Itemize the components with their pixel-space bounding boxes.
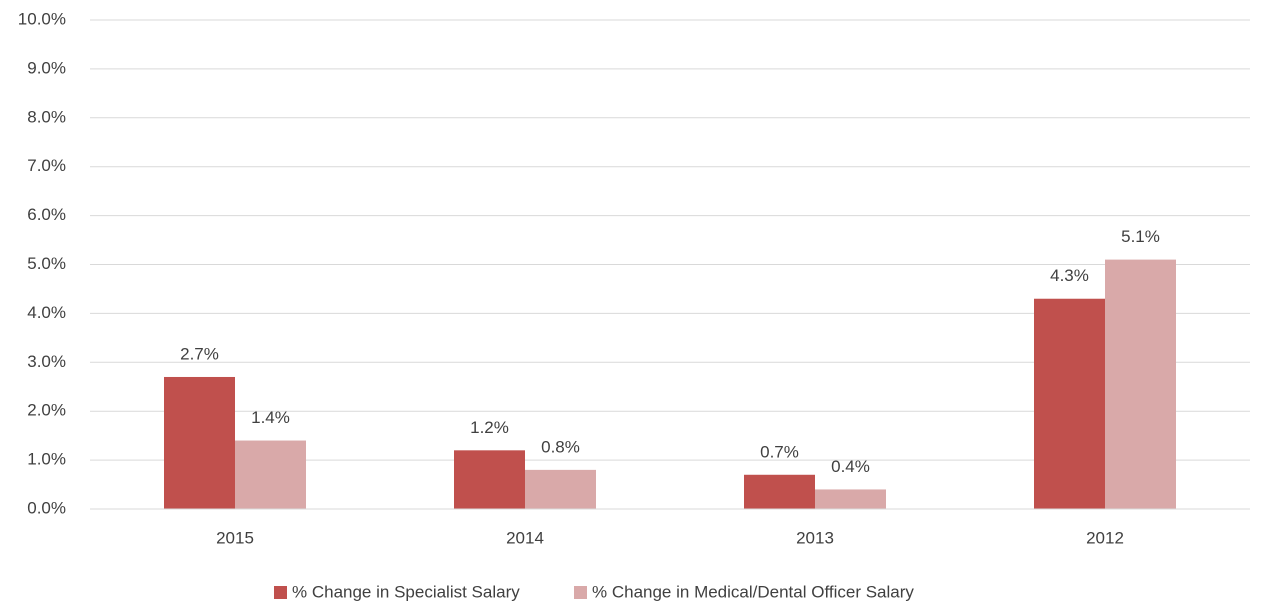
data-label: 1.4%	[251, 408, 290, 427]
y-tick-label: 0.0%	[27, 498, 66, 517]
bar	[1034, 298, 1105, 509]
data-label: 0.4%	[831, 457, 870, 476]
bar	[525, 469, 596, 509]
data-label: 0.8%	[541, 437, 580, 456]
legend-label: % Change in Medical/Dental Officer Salar…	[592, 582, 914, 601]
bar	[815, 489, 886, 509]
data-label: 0.7%	[760, 442, 799, 461]
bar	[1105, 259, 1176, 509]
y-tick-label: 2.0%	[27, 401, 66, 420]
bar	[744, 474, 815, 509]
data-label: 2.7%	[180, 344, 219, 363]
y-tick-label: 1.0%	[27, 450, 66, 469]
data-label: 5.1%	[1121, 227, 1160, 246]
y-tick-label: 4.0%	[27, 303, 66, 322]
data-label: 4.3%	[1050, 266, 1089, 285]
bar	[164, 376, 235, 509]
x-tick-label: 2014	[506, 528, 544, 547]
y-tick-label: 3.0%	[27, 352, 66, 371]
bar	[235, 440, 306, 509]
y-tick-label: 10.0%	[18, 9, 66, 28]
y-tick-label: 5.0%	[27, 254, 66, 273]
y-tick-label: 6.0%	[27, 205, 66, 224]
y-tick-label: 8.0%	[27, 107, 66, 126]
data-label: 1.2%	[470, 418, 509, 437]
legend-swatch	[574, 586, 587, 599]
x-tick-label: 2015	[216, 528, 254, 547]
x-tick-label: 2013	[796, 528, 834, 547]
x-tick-label: 2012	[1086, 528, 1124, 547]
y-tick-label: 7.0%	[27, 156, 66, 175]
legend-swatch	[274, 586, 287, 599]
y-tick-label: 9.0%	[27, 58, 66, 77]
legend-label: % Change in Specialist Salary	[292, 582, 520, 601]
bar	[454, 450, 525, 509]
